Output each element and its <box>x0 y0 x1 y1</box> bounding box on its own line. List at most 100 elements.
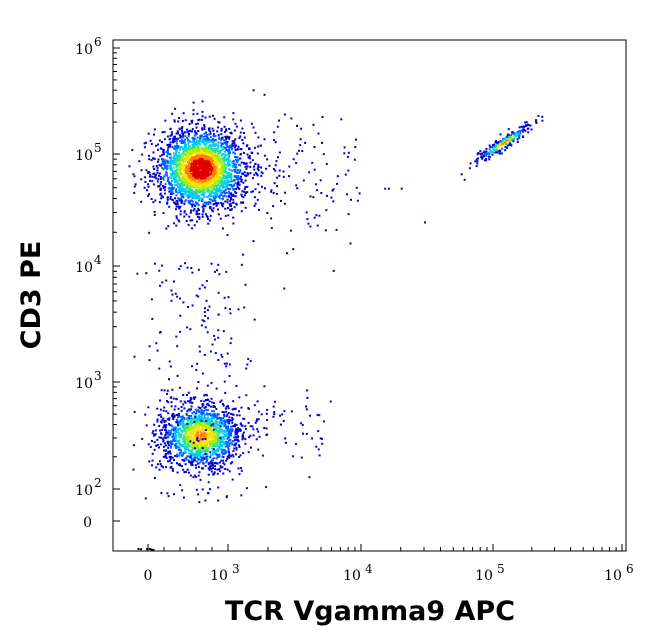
event-dot <box>180 434 183 437</box>
event-dot <box>179 314 182 317</box>
event-dot <box>208 152 211 155</box>
event-dot <box>232 188 235 191</box>
event-dot <box>182 444 185 447</box>
event-dot <box>169 432 172 435</box>
event-dot <box>306 218 309 221</box>
event-dot <box>196 132 198 135</box>
event-dot <box>321 442 324 445</box>
event-dot <box>189 176 192 179</box>
event-dot <box>176 462 178 465</box>
event-dot <box>187 400 190 403</box>
event-dot <box>178 188 181 191</box>
event-dot <box>178 151 181 154</box>
event-dot <box>168 176 171 179</box>
event-dot <box>162 196 164 199</box>
event-dot <box>193 421 196 423</box>
event-dot <box>206 384 209 387</box>
event-dot <box>253 318 256 321</box>
event-dot <box>182 394 185 396</box>
event-dot <box>177 145 180 148</box>
event-dot <box>197 169 199 172</box>
event-dot <box>509 139 512 142</box>
event-dot <box>203 435 206 438</box>
event-dot <box>191 170 194 173</box>
event-dot <box>208 127 211 130</box>
event-dot <box>189 195 192 198</box>
event-dot <box>171 145 174 148</box>
event-dot <box>158 201 161 204</box>
y-tick-label: 10 <box>75 376 93 392</box>
event-dot <box>184 471 187 473</box>
event-dot <box>174 454 177 457</box>
event-dot <box>223 130 226 133</box>
event-dot <box>159 183 162 186</box>
event-dot <box>181 186 184 189</box>
event-dot <box>189 440 192 443</box>
event-dot <box>148 193 150 196</box>
event-dot <box>204 307 206 310</box>
event-dot <box>510 139 513 142</box>
event-dot <box>181 153 184 156</box>
event-dot <box>215 440 218 442</box>
event-dot <box>203 410 206 412</box>
event-dot <box>189 159 192 161</box>
event-dot <box>213 415 216 418</box>
event-dot <box>179 297 181 300</box>
event-dot <box>158 269 161 272</box>
event-dot <box>225 184 228 187</box>
event-dot <box>235 385 238 387</box>
event-dot <box>218 197 221 200</box>
event-dot <box>477 157 480 160</box>
event-dot <box>185 432 188 435</box>
event-dot <box>217 159 220 162</box>
event-dot <box>188 434 191 437</box>
event-dot <box>234 443 237 446</box>
event-dot <box>188 123 191 125</box>
event-dot <box>231 443 234 446</box>
event-dot <box>216 157 219 160</box>
event-dot <box>175 140 178 143</box>
event-dot <box>159 178 162 180</box>
event-dot <box>197 411 200 414</box>
event-dot <box>197 130 200 132</box>
event-dot <box>189 433 192 436</box>
event-dot <box>330 196 333 199</box>
event-dot <box>257 183 260 186</box>
event-dot <box>166 159 169 162</box>
event-dot <box>216 448 219 450</box>
event-dot <box>156 438 159 441</box>
event-dot <box>177 415 180 417</box>
event-dot <box>179 182 182 185</box>
event-dot <box>192 138 195 141</box>
event-dot <box>485 147 488 150</box>
event-dot <box>198 448 201 451</box>
event-dot <box>186 266 189 269</box>
event-dot <box>199 434 202 436</box>
event-dot <box>190 166 192 169</box>
event-dot <box>197 295 200 298</box>
event-dot <box>253 173 256 176</box>
event-dot <box>217 134 220 137</box>
event-dot <box>195 197 198 200</box>
event-dot <box>154 175 157 178</box>
event-dot <box>181 163 184 165</box>
event-dot <box>171 193 174 196</box>
event-dot <box>189 151 192 154</box>
event-dot <box>247 421 250 424</box>
event-dot <box>219 217 222 220</box>
event-dot <box>216 445 219 448</box>
event-dot <box>193 159 196 162</box>
event-dot <box>216 413 219 416</box>
event-dot <box>228 184 231 187</box>
event-dot <box>172 171 175 174</box>
event-dot <box>200 193 203 196</box>
event-dot <box>238 414 241 417</box>
event-dot <box>541 115 544 118</box>
event-dot <box>242 431 245 434</box>
event-dot <box>197 154 200 157</box>
event-dot <box>188 439 191 442</box>
event-dot <box>202 467 205 470</box>
event-dot <box>219 184 222 187</box>
event-dot <box>253 404 256 407</box>
event-dot <box>220 137 223 140</box>
